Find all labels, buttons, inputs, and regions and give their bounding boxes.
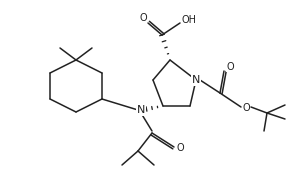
Text: O: O (176, 143, 184, 153)
Text: OH: OH (182, 15, 197, 25)
Text: O: O (242, 103, 250, 113)
Text: N: N (192, 75, 200, 85)
Text: O: O (139, 13, 147, 23)
Text: O: O (226, 62, 234, 72)
Text: N: N (137, 105, 145, 115)
